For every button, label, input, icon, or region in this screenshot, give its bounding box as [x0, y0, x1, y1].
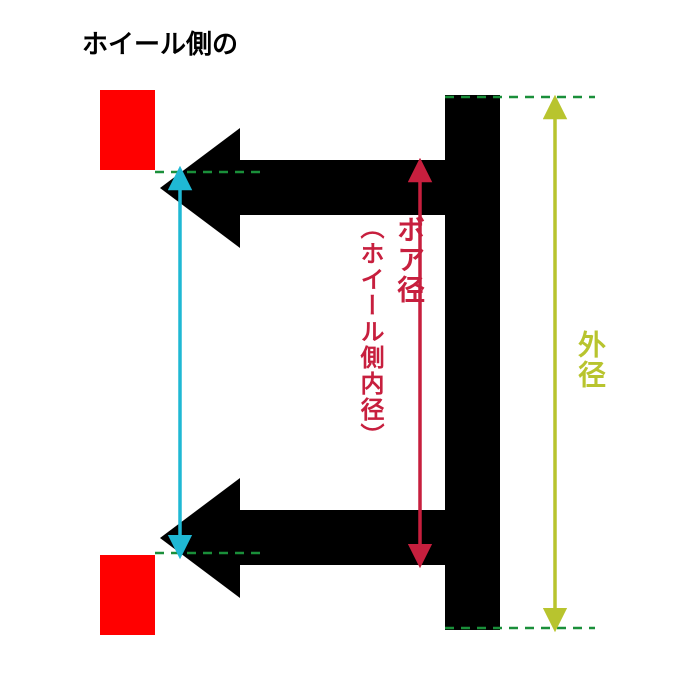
red-block-top: [100, 90, 155, 170]
bore-sub-label: （ホイール側内径）: [352, 215, 387, 449]
thickness-line1: ホイール側の: [82, 30, 238, 60]
black-cross-section: [160, 95, 500, 630]
bore-main-label: ボア径: [389, 215, 429, 449]
outer-diameter-label: 外径: [570, 330, 610, 390]
bore-label-group: （ホイール側内径） ボア径: [352, 215, 429, 449]
thickness-line2: 厚み: [82, 60, 238, 90]
red-block-bottom: [100, 555, 155, 635]
thickness-label: ホイール側の 厚み: [82, 30, 238, 90]
